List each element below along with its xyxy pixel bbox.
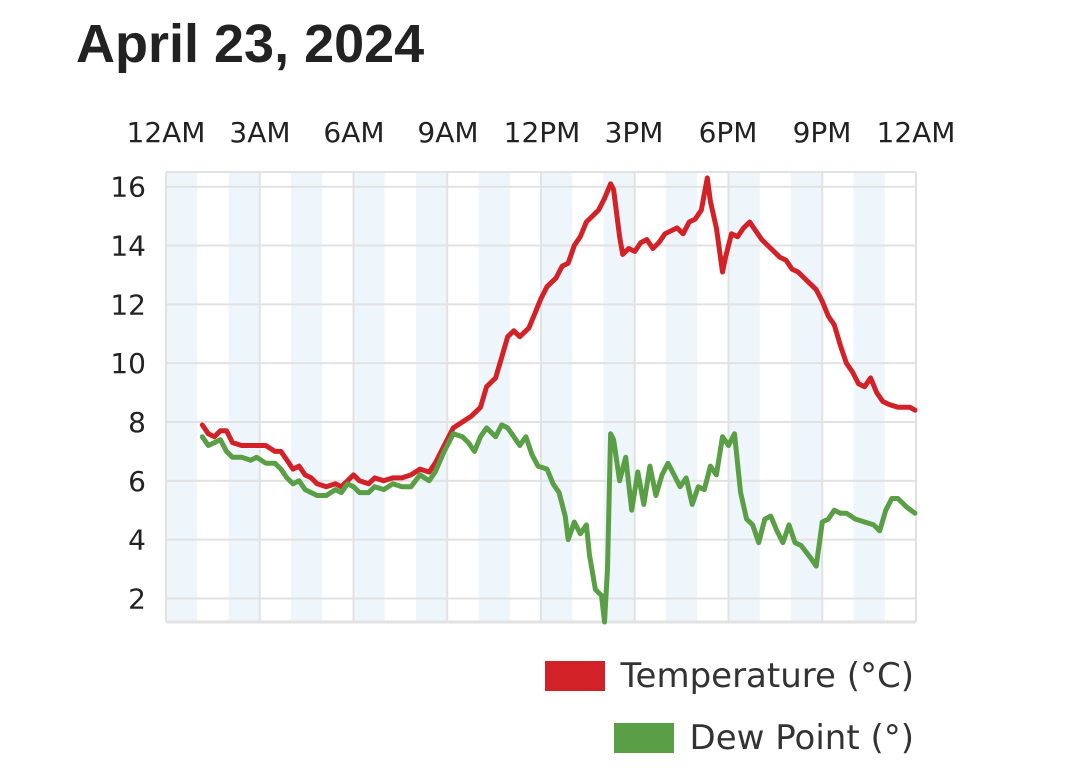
background-bands [166, 172, 885, 622]
legend: Temperature (°C) Dew Point (°) [544, 650, 914, 774]
background-band [353, 172, 385, 622]
background-band [666, 172, 698, 622]
y-tick-label: 10 [110, 347, 146, 380]
background-band [166, 172, 198, 622]
y-tick-label: 6 [128, 465, 146, 498]
x-tick-label: 12AM [127, 116, 206, 149]
background-band [541, 172, 573, 622]
series-lines [199, 175, 918, 625]
background-band [228, 172, 260, 622]
chart-title: April 23, 2024 [76, 14, 425, 74]
legend-item-temperature: Temperature (°C) [544, 650, 914, 702]
series-line-dew-point [199, 422, 918, 625]
background-band [416, 172, 448, 622]
y-tick-label: 16 [110, 171, 146, 204]
legend-item-dew-point: Dew Point (°) [545, 712, 914, 764]
background-band [291, 172, 323, 622]
chart-plot: 12AM 3AM 6AM 9AM 12PM 3PM 6PM 9PM 12AM 2 4 6 8 10 12 1… [110, 116, 956, 625]
legend-label-temperature: Temperature (°C) [620, 656, 914, 696]
x-tick-label: 3PM [605, 116, 664, 149]
legend-swatch-temperature [544, 661, 605, 691]
series-line-temperature [199, 175, 918, 490]
x-tick-label: 12PM [504, 116, 581, 149]
x-tick-label: 3AM [229, 116, 290, 149]
x-tick-label: 6PM [699, 116, 758, 149]
x-tick-label: 12AM [877, 116, 956, 149]
y-tick-label: 14 [110, 230, 146, 263]
x-tick-label: 6AM [323, 116, 384, 149]
y-tick-label: 8 [128, 406, 146, 439]
legend-swatch-dew-point [613, 723, 674, 753]
x-tick-label: 9AM [417, 116, 478, 149]
x-axis-ticks: 12AM 3AM 6AM 9AM 12PM 3PM 6PM 9PM 12AM [127, 116, 956, 149]
x-tick-label: 9PM [793, 116, 852, 149]
background-band [728, 172, 760, 622]
grid-lines [165, 171, 917, 624]
y-axis-ticks: 2 4 6 8 10 12 14 16 [110, 171, 146, 616]
legend-label-dew-point: Dew Point (°) [689, 718, 914, 758]
y-tick-label: 2 [128, 582, 146, 615]
y-tick-label: 12 [110, 288, 146, 321]
y-tick-label: 4 [128, 524, 146, 557]
